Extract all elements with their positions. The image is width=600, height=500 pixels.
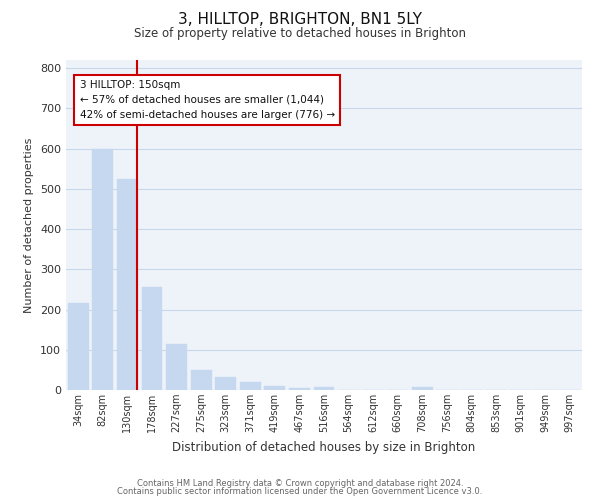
Bar: [92, 148, 113, 390]
Bar: [215, 376, 236, 390]
Bar: [142, 288, 163, 390]
Bar: [240, 382, 261, 390]
Text: 3, HILLTOP, BRIGHTON, BN1 5LY: 3, HILLTOP, BRIGHTON, BN1 5LY: [178, 12, 422, 28]
Y-axis label: Number of detached properties: Number of detached properties: [25, 138, 34, 312]
Text: 3 HILLTOP: 150sqm
← 57% of detached houses are smaller (1,044)
42% of semi-detac: 3 HILLTOP: 150sqm ← 57% of detached hous…: [80, 80, 335, 120]
Bar: [265, 386, 286, 390]
Text: Contains HM Land Registry data © Crown copyright and database right 2024.: Contains HM Land Registry data © Crown c…: [137, 478, 463, 488]
Bar: [412, 387, 433, 390]
Bar: [117, 178, 138, 390]
Bar: [68, 304, 89, 390]
Text: Contains public sector information licensed under the Open Government Licence v3: Contains public sector information licen…: [118, 487, 482, 496]
Text: Size of property relative to detached houses in Brighton: Size of property relative to detached ho…: [134, 28, 466, 40]
Bar: [191, 370, 212, 390]
Bar: [314, 387, 334, 390]
Bar: [166, 344, 187, 390]
Bar: [289, 388, 310, 390]
X-axis label: Distribution of detached houses by size in Brighton: Distribution of detached houses by size …: [172, 440, 476, 454]
